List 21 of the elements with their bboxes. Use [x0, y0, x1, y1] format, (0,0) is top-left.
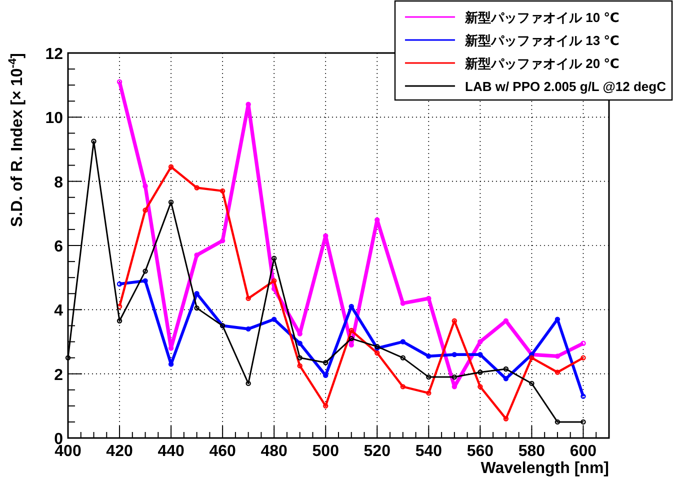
x-tick-label: 560 [466, 443, 494, 460]
y-tick-label: 4 [54, 302, 64, 320]
y-tick-label: 10 [45, 110, 64, 128]
y-tick-label: 2 [54, 366, 64, 384]
x-tick-label: 600 [570, 443, 597, 460]
y-tick-label: 8 [54, 174, 64, 192]
x-axis-title: Wavelength [nm] [480, 460, 609, 477]
x-tick-label: 540 [415, 443, 442, 460]
x-tick-label: 500 [312, 443, 340, 460]
y-tick-label: 6 [54, 238, 64, 256]
x-tick-label: 440 [158, 443, 184, 460]
legend-label: 新型パッファオイル 10 ℃ [464, 10, 620, 25]
x-tick-label: 420 [106, 443, 133, 460]
x-tick-label: 580 [518, 443, 546, 460]
y-tick-label: 12 [45, 46, 64, 63]
legend-label: 新型パッファオイル 13 ℃ [464, 33, 620, 48]
x-tick-label: 460 [209, 443, 236, 460]
x-tick-label: 520 [364, 443, 391, 460]
legend-label: LAB w/ PPO 2.005 g/L @12 degC [465, 79, 667, 94]
legend-label: 新型パッファオイル 20 ℃ [464, 56, 620, 71]
x-tick-label: 480 [260, 443, 288, 460]
